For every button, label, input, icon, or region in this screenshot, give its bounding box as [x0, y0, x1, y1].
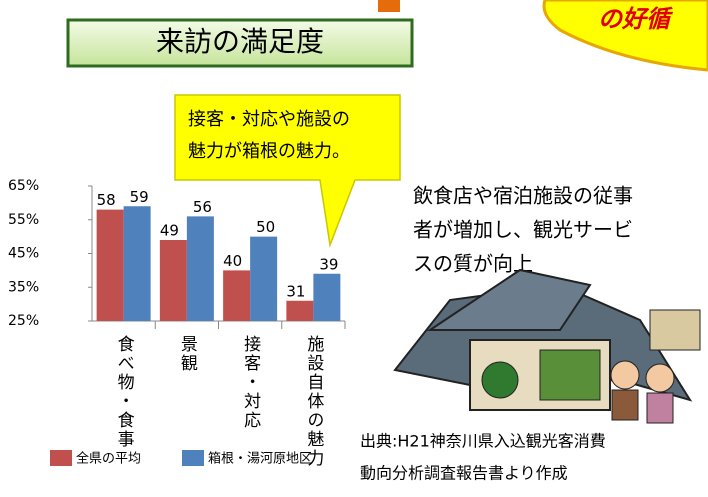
value-label: 31 [286, 282, 305, 300]
callout-box [174, 94, 401, 248]
y-tick-label: 55% [8, 212, 39, 228]
legend-swatch [182, 450, 204, 466]
legend-label: 箱根・湯河原地区 [208, 451, 312, 467]
y-tick-label: 45% [8, 246, 39, 262]
bar [313, 273, 341, 321]
callout-line: 接客・対応や施設の [188, 109, 350, 130]
bar [250, 236, 278, 321]
value-label: 59 [130, 188, 149, 206]
value-label: 39 [319, 255, 338, 273]
value-label: 56 [193, 198, 212, 216]
y-tick-label: 65% [8, 178, 39, 194]
y-tick-label: 35% [8, 279, 39, 295]
banner-shape [542, 0, 708, 72]
note-line: 飲食店や宿泊施設の従事 [413, 184, 633, 208]
bar [186, 216, 214, 321]
value-label: 40 [223, 252, 242, 270]
note-line: 者が増加し、観光サービ [413, 218, 633, 242]
x-tick-label: 接客・対応 [240, 335, 261, 430]
banner-text: の好循 [598, 5, 674, 33]
callout-line: 魅力が箱根の魅力。 [188, 141, 350, 162]
source-line: 動向分析調査報告書より作成 [360, 464, 568, 483]
source-line: 出典:H21神奈川県入込観光客消費 [360, 432, 606, 451]
note-line: スの質が向上 [413, 252, 533, 276]
temple-illustration [393, 268, 701, 424]
value-label: 49 [160, 222, 179, 240]
bar [159, 240, 187, 321]
legend-label: 全県の平均 [76, 451, 141, 467]
bar [96, 209, 124, 321]
chart-title: 来訪の満足度 [156, 25, 324, 58]
orange-mark [378, 0, 400, 12]
x-tick-label: 景観 [177, 335, 198, 373]
bar [123, 206, 151, 321]
y-tick-label: 25% [8, 313, 39, 329]
legend-swatch [50, 450, 72, 466]
x-tick-label: 食べ物・食事 [114, 335, 135, 449]
bar [286, 300, 314, 321]
value-label: 50 [256, 218, 275, 236]
value-label: 58 [97, 191, 116, 209]
bar [223, 270, 251, 321]
title-box [66, 18, 414, 68]
x-tick-label: 施設自体の魅力 [303, 335, 324, 468]
